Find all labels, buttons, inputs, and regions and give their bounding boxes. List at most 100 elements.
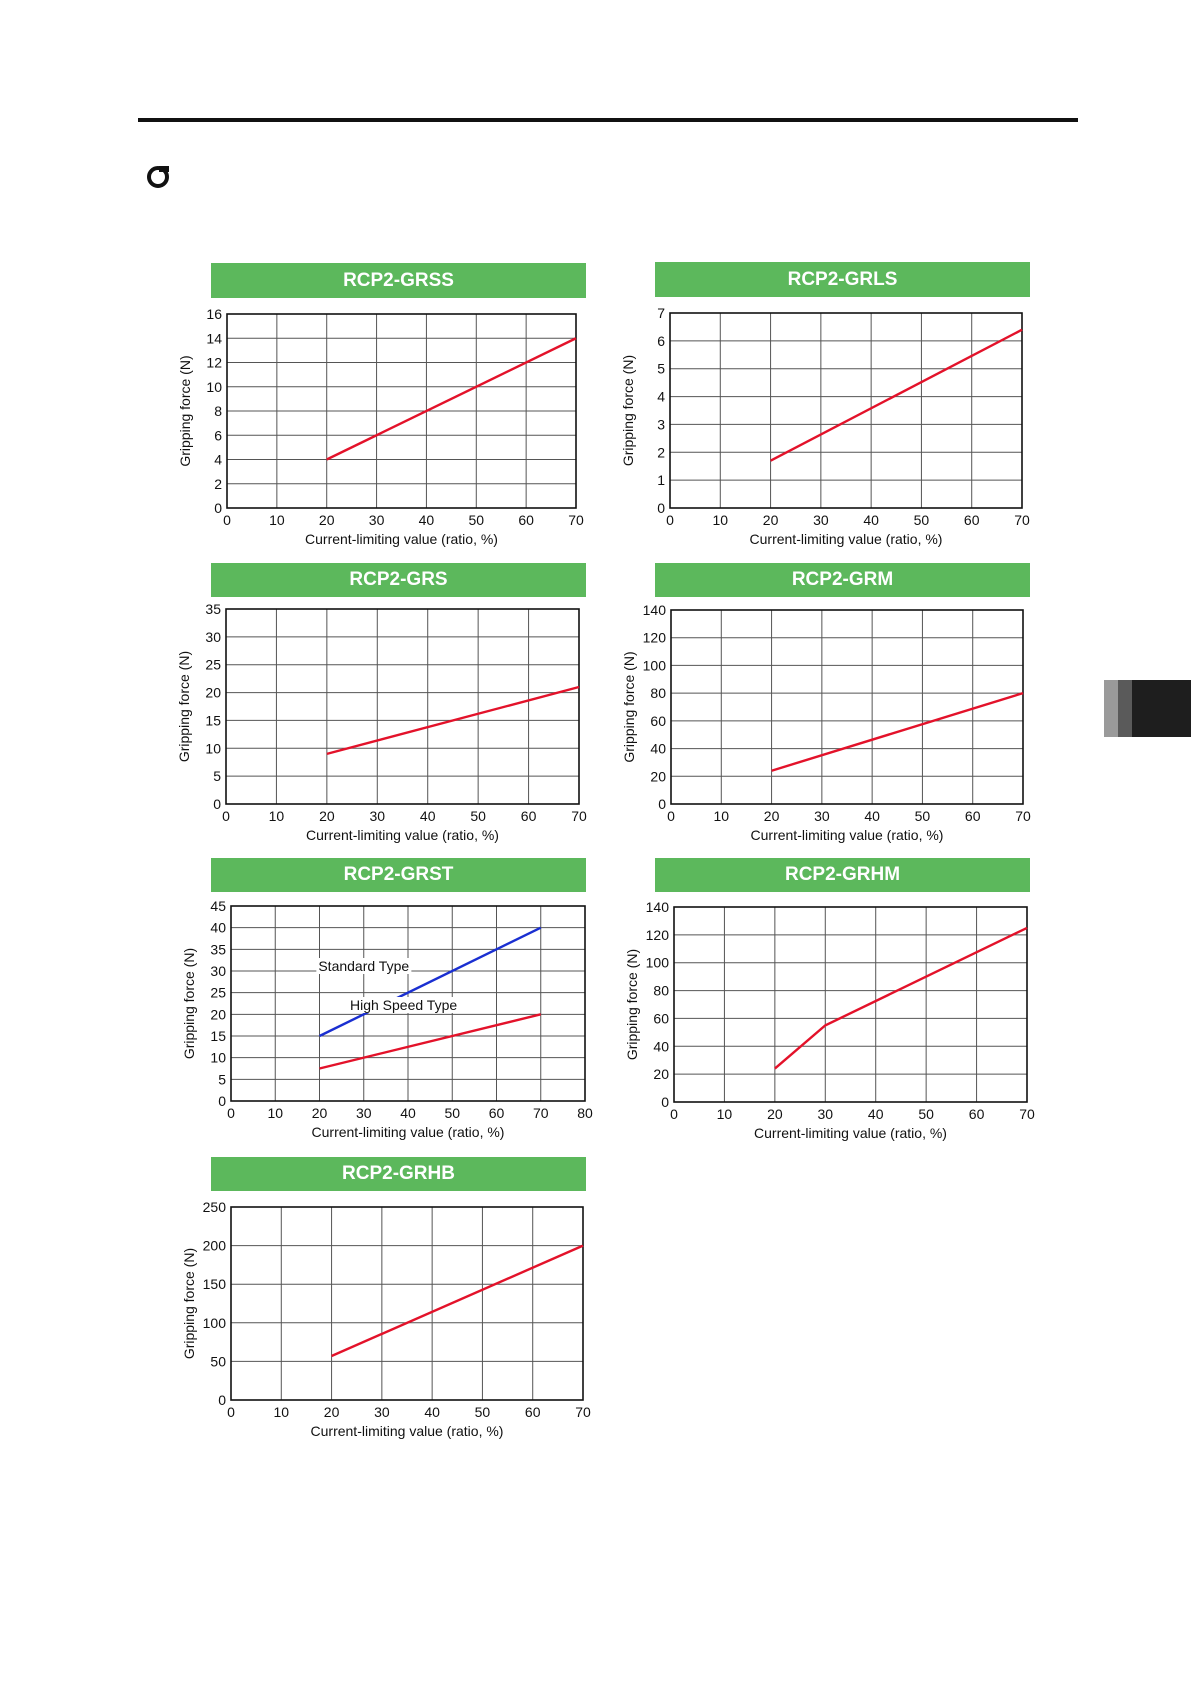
- y-tick-label: 15: [205, 712, 221, 728]
- x-tick-label: 30: [369, 808, 385, 824]
- x-tick-label: 40: [400, 1105, 416, 1121]
- y-tick-label: 100: [646, 955, 670, 971]
- x-tick-label: 40: [420, 808, 436, 824]
- x-tick-label: 50: [918, 1106, 934, 1122]
- y-tick-label: 45: [210, 898, 226, 914]
- x-axis-label: Current-limiting value (ratio, %): [305, 531, 498, 547]
- series-line: [319, 1013, 542, 1070]
- y-tick-label: 20: [210, 1006, 226, 1022]
- series-line: [318, 926, 542, 1038]
- y-axis-label: Gripping force (N): [624, 949, 640, 1060]
- x-axis-label: Current-limiting value (ratio, %): [311, 1423, 504, 1439]
- y-tick-label: 100: [203, 1315, 227, 1331]
- x-tick-label: 80: [577, 1105, 593, 1121]
- y-tick-label: 5: [218, 1071, 226, 1087]
- series-line: [774, 926, 1028, 1070]
- y-tick-label: 15: [210, 1028, 226, 1044]
- plot-frame: [230, 905, 586, 1102]
- y-tick-label: 0: [661, 1094, 669, 1110]
- y-tick-label: 0: [218, 1093, 226, 1109]
- plot-frame: [226, 313, 577, 509]
- x-tick-label: 60: [521, 808, 537, 824]
- x-tick-label: 70: [568, 512, 584, 528]
- x-tick-label: 10: [267, 1105, 283, 1121]
- y-tick-label: 30: [210, 963, 226, 979]
- x-tick-label: 50: [475, 1404, 491, 1420]
- x-tick-label: 10: [269, 512, 285, 528]
- y-tick-label: 80: [650, 685, 666, 701]
- x-tick-label: 60: [969, 1106, 985, 1122]
- y-tick-label: 80: [653, 983, 669, 999]
- x-tick-label: 20: [324, 1404, 340, 1420]
- x-tick-label: 20: [767, 1106, 783, 1122]
- y-tick-label: 14: [206, 330, 222, 346]
- y-tick-label: 5: [213, 768, 221, 784]
- plot-frame: [225, 608, 580, 805]
- x-tick-label: 30: [817, 1106, 833, 1122]
- x-tick-label: 30: [814, 808, 830, 824]
- y-tick-label: 16: [206, 306, 222, 322]
- x-tick-label: 10: [713, 808, 729, 824]
- y-tick-label: 25: [210, 985, 226, 1001]
- top-rule: [138, 118, 1078, 122]
- y-tick-label: 0: [658, 796, 666, 812]
- chart-title-banner: RCP2-GRS: [211, 563, 586, 597]
- plot-frame: [669, 312, 1023, 509]
- x-tick-label: 10: [273, 1404, 289, 1420]
- x-tick-label: 50: [470, 808, 486, 824]
- x-tick-label: 50: [468, 512, 484, 528]
- y-tick-label: 6: [214, 427, 222, 443]
- y-tick-label: 7: [657, 305, 665, 321]
- x-tick-label: 40: [419, 512, 435, 528]
- y-tick-label: 120: [643, 630, 667, 646]
- x-tick-label: 70: [533, 1105, 549, 1121]
- bullet-icon: [147, 166, 169, 188]
- x-tick-label: 30: [813, 512, 829, 528]
- x-tick-label: 60: [518, 512, 534, 528]
- plot-frame: [230, 1206, 584, 1401]
- y-tick-label: 10: [205, 740, 221, 756]
- x-axis-label: Current-limiting value (ratio, %): [750, 531, 943, 547]
- x-tick-label: 0: [223, 512, 231, 528]
- x-tick-label: 60: [489, 1105, 505, 1121]
- y-tick-label: 150: [203, 1276, 227, 1292]
- x-tick-label: 0: [666, 512, 674, 528]
- x-tick-label: 70: [1019, 1106, 1035, 1122]
- x-tick-label: 10: [269, 808, 285, 824]
- x-tick-label: 30: [369, 512, 385, 528]
- y-tick-label: 25: [205, 657, 221, 673]
- y-tick-label: 120: [646, 927, 670, 943]
- series-label-bg: [316, 958, 412, 974]
- y-axis-label: Gripping force (N): [176, 651, 192, 762]
- series-line: [331, 1244, 584, 1358]
- x-tick-label: 50: [444, 1105, 460, 1121]
- series-label: Standard Type: [318, 958, 409, 974]
- y-axis-label: Gripping force (N): [177, 355, 193, 466]
- chart-title-banner: RCP2-GRLS: [655, 262, 1030, 297]
- x-tick-label: 60: [525, 1404, 541, 1420]
- y-tick-label: 60: [653, 1010, 669, 1026]
- y-tick-label: 6: [657, 333, 665, 349]
- x-axis-label: Current-limiting value (ratio, %): [306, 827, 499, 843]
- chart-title-banner: RCP2-GRST: [211, 858, 586, 892]
- y-tick-label: 140: [646, 899, 670, 915]
- x-tick-label: 70: [575, 1404, 591, 1420]
- y-tick-label: 20: [653, 1066, 669, 1082]
- y-axis-label: Gripping force (N): [181, 948, 197, 1059]
- y-tick-label: 60: [650, 713, 666, 729]
- series-line: [326, 337, 577, 461]
- x-tick-label: 60: [965, 808, 981, 824]
- y-tick-label: 0: [214, 500, 222, 516]
- x-tick-label: 30: [374, 1404, 390, 1420]
- x-tick-label: 70: [1015, 808, 1031, 824]
- x-tick-label: 50: [915, 808, 931, 824]
- series-label: High Speed Type: [350, 997, 457, 1013]
- x-tick-label: 40: [864, 808, 880, 824]
- series-line: [770, 328, 1023, 462]
- series-line: [771, 691, 1024, 772]
